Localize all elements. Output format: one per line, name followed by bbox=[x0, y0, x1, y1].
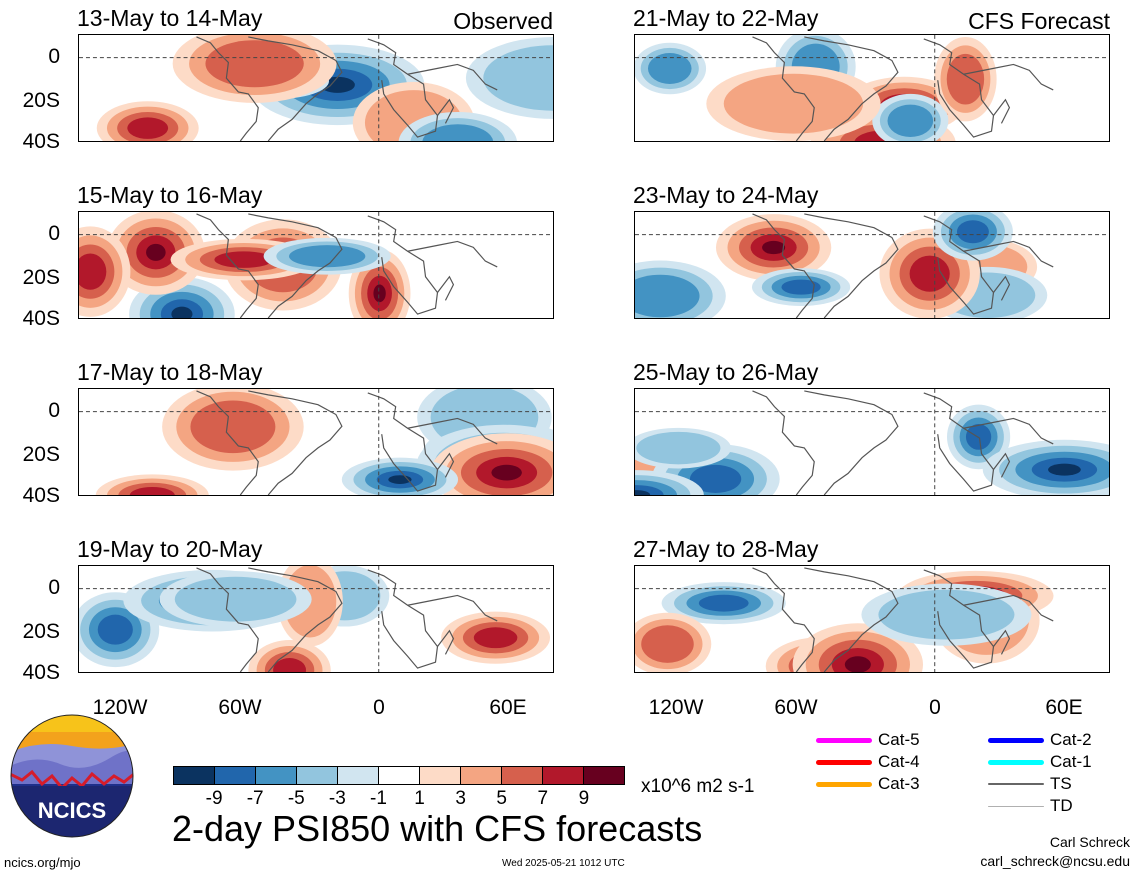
psi-map-panel bbox=[78, 34, 554, 142]
y-tick-label: 0 bbox=[48, 45, 60, 68]
y-tick-label: 0 bbox=[48, 399, 60, 422]
colorbar-segment bbox=[584, 767, 624, 784]
colorbar-label: -3 bbox=[328, 788, 346, 809]
legend-label: Cat-3 bbox=[878, 774, 920, 793]
x-tick-label: 0 bbox=[929, 696, 941, 719]
colorbar-label: 5 bbox=[496, 788, 507, 809]
psi-map-panel bbox=[634, 34, 1110, 142]
x-tick-label: 60E bbox=[489, 696, 527, 719]
colorbar-segment bbox=[379, 767, 420, 784]
panel-title: 27-May to 28-May bbox=[633, 536, 819, 562]
colorbar-label: 1 bbox=[414, 788, 425, 809]
colorbar-label: -5 bbox=[287, 788, 305, 809]
panel-title: 21-May to 22-May bbox=[633, 5, 819, 31]
colorbar-label: -1 bbox=[370, 788, 387, 809]
footer-timestamp: Wed 2025-05-21 1012 UTC bbox=[502, 858, 625, 869]
colorbar-label: -7 bbox=[246, 788, 264, 809]
colorbar-segment bbox=[256, 767, 297, 784]
colorbar-segment bbox=[543, 767, 584, 784]
panel-title: 13-May to 14-May bbox=[77, 5, 263, 31]
legend-line bbox=[988, 737, 1044, 743]
main-title: 2-day PSI850 with CFS forecasts bbox=[172, 808, 703, 849]
panel-title: 19-May to 20-May bbox=[77, 536, 263, 562]
legend-item: Cat-5 bbox=[816, 730, 920, 750]
colorbar-label: 7 bbox=[537, 788, 549, 809]
footer-site: ncics.org/mjo bbox=[4, 855, 81, 870]
legend-item: Cat-1 bbox=[988, 752, 1092, 772]
legend-label: Cat-2 bbox=[1050, 730, 1092, 749]
footer-author: Carl Schreck bbox=[1049, 834, 1130, 850]
y-tick-label: 0 bbox=[48, 222, 60, 245]
y-tick-label: 0 bbox=[48, 576, 60, 599]
x-tick-label: 120W bbox=[648, 696, 704, 719]
legend-label: Cat-1 bbox=[1050, 752, 1092, 771]
legend-line bbox=[988, 783, 1044, 785]
psi-map-panel bbox=[78, 211, 554, 319]
legend-label: Cat-5 bbox=[878, 730, 920, 749]
colorbar-label: -9 bbox=[205, 788, 223, 809]
x-tick-label: 60E bbox=[1045, 696, 1083, 719]
colorbar-segment bbox=[338, 767, 379, 784]
legend-item: Cat-3 bbox=[816, 774, 920, 794]
panel-title: 17-May to 18-May bbox=[77, 359, 263, 385]
legend-item: Cat-4 bbox=[816, 752, 920, 772]
x-tick-label: 120W bbox=[92, 696, 148, 719]
panel-title: 25-May to 26-May bbox=[633, 359, 819, 385]
colorbar bbox=[173, 766, 625, 785]
panel-tag: CFS Forecast bbox=[968, 8, 1110, 34]
y-tick-label: 40S bbox=[22, 661, 60, 684]
legend-line bbox=[816, 759, 872, 765]
panel-title: 23-May to 24-May bbox=[633, 182, 819, 208]
legend-item: TS bbox=[988, 774, 1072, 794]
colorbar-segment bbox=[174, 767, 215, 784]
x-tick-label: 60W bbox=[218, 696, 262, 719]
psi-map-panel bbox=[78, 565, 554, 673]
psi-map-panel bbox=[78, 388, 554, 496]
psi-map-panel bbox=[634, 565, 1110, 673]
psi-map-panel bbox=[634, 388, 1110, 496]
colorbar-segment bbox=[297, 767, 338, 784]
psi-map-panel bbox=[634, 211, 1110, 319]
legend-label: TS bbox=[1050, 774, 1072, 793]
legend-label: TD bbox=[1050, 796, 1073, 815]
colorbar-segment bbox=[420, 767, 461, 784]
legend-line bbox=[816, 737, 872, 743]
legend-item: TD bbox=[988, 796, 1073, 816]
colorbar-units: x10^6 m2 s-1 bbox=[641, 776, 755, 797]
x-tick-label: 0 bbox=[373, 696, 385, 719]
colorbar-segment bbox=[461, 767, 502, 784]
footer-email: carl_schreck@ncsu.edu bbox=[980, 853, 1130, 869]
legend-line bbox=[988, 805, 1044, 807]
colorbar-segment bbox=[502, 767, 543, 784]
panel-title: 15-May to 16-May bbox=[77, 182, 263, 208]
legend-label: Cat-4 bbox=[878, 752, 920, 771]
y-tick-label: 20S bbox=[22, 266, 60, 289]
legend-line bbox=[816, 781, 872, 787]
ncics-logo: NCICS bbox=[10, 714, 134, 838]
x-tick-label: 60W bbox=[774, 696, 818, 719]
logo-text: NCICS bbox=[38, 798, 106, 823]
panel-tag: Observed bbox=[453, 8, 553, 34]
colorbar-label: 9 bbox=[578, 788, 590, 809]
y-tick-label: 20S bbox=[22, 89, 60, 112]
y-tick-label: 40S bbox=[22, 307, 60, 330]
legend-line bbox=[988, 759, 1044, 765]
y-tick-label: 20S bbox=[22, 443, 60, 466]
y-tick-label: 20S bbox=[22, 620, 60, 643]
y-tick-label: 40S bbox=[22, 130, 60, 153]
colorbar-label: 3 bbox=[455, 788, 466, 809]
y-tick-label: 40S bbox=[22, 484, 60, 507]
legend-item: Cat-2 bbox=[988, 730, 1092, 750]
colorbar-segment bbox=[215, 767, 256, 784]
